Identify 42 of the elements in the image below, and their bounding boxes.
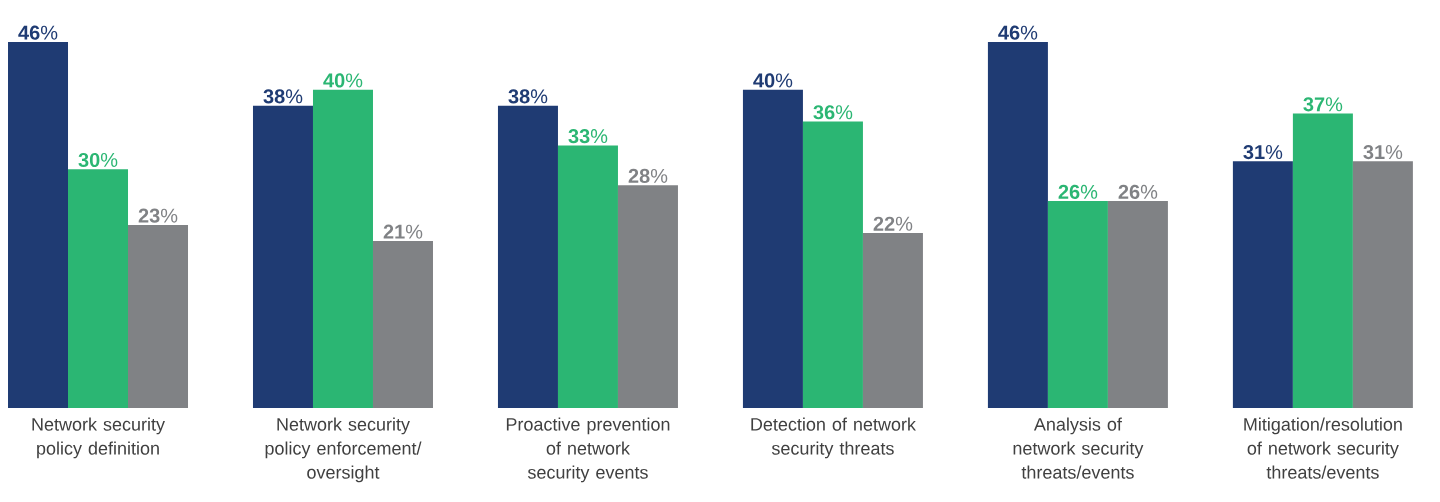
x-tick-label: Proactive prevention of network security events — [506, 417, 670, 483]
data-label: 31% — [1243, 144, 1283, 160]
bar — [1352, 161, 1413, 408]
x-tick-label: Network security policy enforcement/ oversight — [265, 417, 422, 483]
data-label: 46% — [18, 25, 58, 40]
data-label: 30% — [78, 152, 118, 168]
bar — [1232, 161, 1293, 408]
bar — [128, 224, 189, 408]
bar — [8, 41, 69, 408]
x-tick-label: Mitigation/resolution of network security threats/events — [1244, 417, 1402, 479]
bar — [68, 169, 129, 408]
x-tick-label: Detection of network security threats — [751, 417, 916, 459]
bar — [862, 232, 923, 408]
bar — [742, 89, 803, 408]
bar — [557, 145, 618, 408]
data-label: 40% — [753, 73, 793, 88]
bar — [617, 185, 678, 408]
bar — [252, 105, 313, 408]
data-label: 26% — [1118, 184, 1158, 199]
x-tick-label: Network security policy definition — [32, 417, 165, 459]
bar — [1107, 201, 1168, 408]
data-label: 36% — [813, 105, 853, 120]
data-label: 33% — [568, 129, 608, 144]
bar — [987, 41, 1048, 408]
data-label: 26% — [1058, 184, 1098, 199]
data-label: 40% — [323, 73, 363, 88]
bar — [1047, 201, 1108, 408]
bar — [372, 240, 433, 408]
data-label: 46% — [998, 25, 1038, 40]
x-tick-label: Analysis of network security threats/events — [1013, 417, 1144, 479]
data-label: 23% — [138, 208, 178, 223]
data-label: 22% — [873, 216, 913, 231]
data-label: 38% — [508, 89, 548, 104]
bar — [802, 121, 863, 408]
data-label: 37% — [1303, 97, 1343, 112]
data-label: 28% — [628, 168, 668, 184]
bar — [1292, 113, 1353, 408]
bar — [312, 89, 373, 408]
data-label: 38% — [263, 89, 303, 104]
bar — [497, 105, 558, 408]
data-label: 21% — [383, 224, 423, 239]
data-label: 31% — [1363, 144, 1403, 160]
